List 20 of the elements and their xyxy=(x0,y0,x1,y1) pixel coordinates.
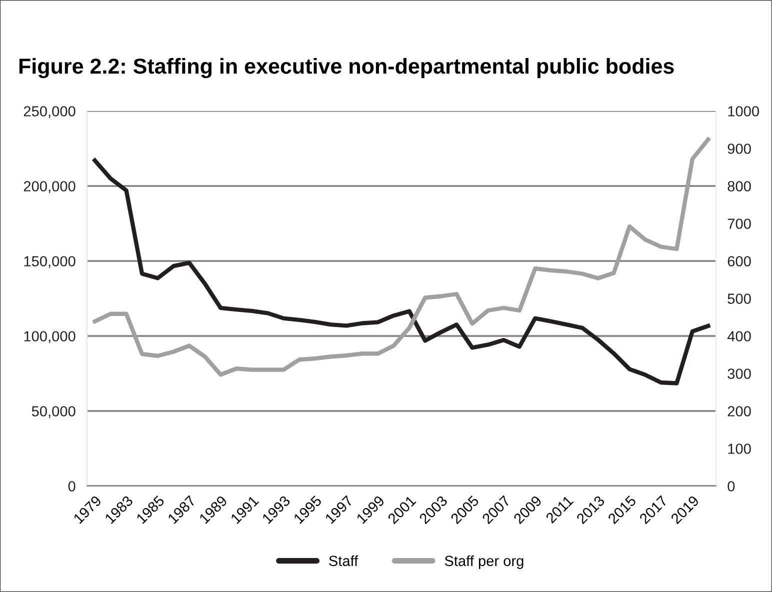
chart-title: Figure 2.2: Staffing in executive non-departmental public bodies xyxy=(19,58,674,78)
y2-tick-label: 400 xyxy=(727,331,751,342)
y2-tick-label: 800 xyxy=(728,181,751,192)
legend-label: Staff xyxy=(329,555,358,566)
y2-tick-label: 100 xyxy=(728,444,751,454)
y2-tick-label: 700 xyxy=(728,218,751,229)
y-tick-label: 200,000 xyxy=(24,181,76,194)
y2-tick-label: 1000 xyxy=(728,106,759,116)
y-tick-label: 250,000 xyxy=(24,106,76,118)
y2-tick-label: 600 xyxy=(728,256,751,266)
legend-label: Staff per org xyxy=(444,555,524,569)
y2-tick-label: 200 xyxy=(728,406,751,416)
y2-tick-label: 500 xyxy=(728,294,751,304)
y-tick-label: 0 xyxy=(68,481,76,492)
y-tick-label: 100,000 xyxy=(24,331,76,344)
y2-tick-label: 300 xyxy=(728,368,751,379)
y2-tick-label: 900 xyxy=(728,144,751,154)
y-tick-label: 150,000 xyxy=(24,256,76,268)
y-tick-label: 50,000 xyxy=(32,406,76,418)
y2-tick-label: 0 xyxy=(728,481,735,492)
